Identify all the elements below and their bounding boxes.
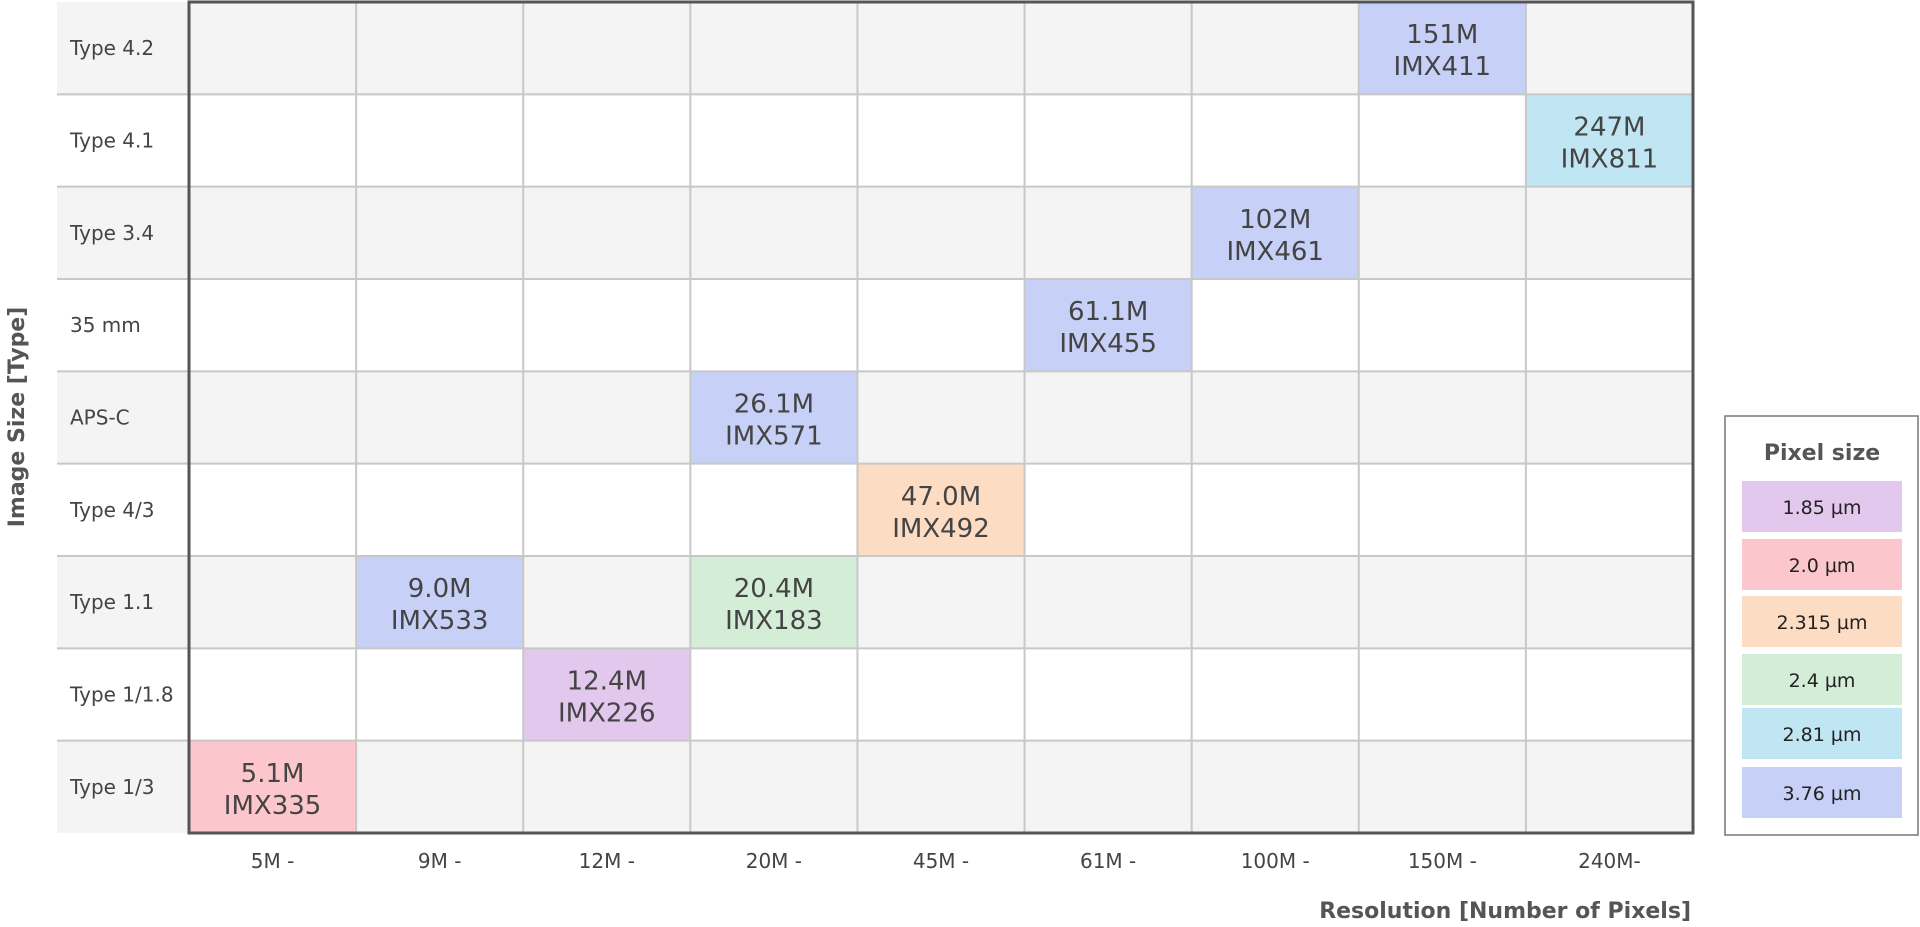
sensor-model-label: IMX811 <box>1561 145 1659 175</box>
sensor-model-label: IMX226 <box>558 699 656 729</box>
row-band <box>57 371 1693 464</box>
sensor-cell <box>1024 279 1192 372</box>
plot-frame <box>187 0 1695 835</box>
y-tick-labels: Type 4.2 Type 4.1 Type 3.4 35 mm APS-C Type 4… <box>69 36 174 799</box>
y-tick-label: Type 4.2 <box>69 36 154 60</box>
legend-swatch <box>1742 767 1902 818</box>
row-band <box>57 279 1693 372</box>
legend-label: 3.76 µm <box>1783 783 1862 805</box>
row-band <box>57 648 1693 741</box>
y-axis-title: Image Size [Type] <box>5 307 30 528</box>
sensor-resolution-label: 247M <box>1573 113 1645 143</box>
y-tick-label: Type 1.1 <box>69 590 154 614</box>
x-tick-label: 20M - <box>746 849 802 873</box>
x-tick-label: 5M - <box>251 849 295 873</box>
x-tick-label: 150M - <box>1408 849 1477 873</box>
sensor-model-label: IMX533 <box>391 606 489 636</box>
legend-swatch <box>1742 481 1902 532</box>
legend-swatch <box>1742 708 1902 759</box>
legend-label: 2.0 µm <box>1789 555 1856 577</box>
sensor-cell <box>857 463 1025 556</box>
sensor-model-label: IMX411 <box>1394 52 1492 82</box>
y-tick-label: APS-C <box>70 406 130 430</box>
x-tick-labels: 5M - 9M - 12M - 20M - 45M - 61M - 100M - 150M -… <box>251 849 1641 873</box>
sensor-model-label: IMX183 <box>725 606 823 636</box>
legend-swatch <box>1742 539 1902 590</box>
legend-title: Pixel size <box>1764 441 1880 466</box>
legend-label: 2.315 µm <box>1776 612 1867 634</box>
legend-swatch <box>1742 596 1902 647</box>
sensor-cell <box>690 556 858 649</box>
x-tick-label: 45M - <box>913 849 969 873</box>
x-tick-label: 9M - <box>418 849 462 873</box>
sensor-model-label: IMX335 <box>224 791 322 821</box>
row-band <box>57 94 1693 187</box>
x-tick-label: 12M - <box>579 849 635 873</box>
legend-label: 2.81 µm <box>1783 724 1862 746</box>
sensor-resolution-label: 20.4M <box>734 574 814 604</box>
sensor-model-label: IMX492 <box>892 514 990 544</box>
sensor-cell <box>356 556 524 649</box>
sensor-resolution-label: 12.4M <box>567 667 647 697</box>
legend-label: 1.85 µm <box>1783 497 1862 519</box>
sensor-model-label: IMX455 <box>1059 329 1157 359</box>
row-band <box>57 186 1693 279</box>
sensor-cell <box>1525 94 1693 187</box>
x-tick-label: 61M - <box>1080 849 1136 873</box>
y-tick-label: 35 mm <box>70 313 141 337</box>
sensor-cell <box>690 371 858 464</box>
sensor-resolution-label: 47.0M <box>901 482 981 512</box>
sensor-cell <box>189 740 357 833</box>
y-tick-label: Type 3.4 <box>69 221 154 245</box>
y-tick-label: Type 4/3 <box>69 498 154 522</box>
sensor-model-label: IMX571 <box>725 422 823 452</box>
row-band <box>57 556 1693 649</box>
grid-lines <box>57 2 1693 833</box>
sensor-cell <box>523 648 691 741</box>
y-tick-label: Type 1/1.8 <box>69 683 174 707</box>
legend-swatch <box>1742 654 1902 705</box>
y-tick-label: Type 1/3 <box>69 775 154 799</box>
sensor-resolution-label: 102M <box>1239 205 1311 235</box>
sensor-resolution-label: 151M <box>1406 20 1478 50</box>
sensor-resolution-label: 26.1M <box>734 390 814 420</box>
legend-label: 2.4 µm <box>1789 670 1856 692</box>
x-axis-title: Resolution [Number of Pixels] <box>1319 899 1691 924</box>
x-tick-label: 100M - <box>1241 849 1310 873</box>
legend: Pixel size 1.85 µm 2.0 µm 2.315 µm 2.4 µm 2.… <box>1724 415 1919 836</box>
sensor-cell <box>1191 186 1359 279</box>
legend-items: 1.85 µm 2.0 µm 2.315 µm 2.4 µm 2.81 µm 3.76 µ… <box>1742 481 1902 818</box>
sensor-resolution-label: 5.1M <box>241 759 305 789</box>
y-tick-label: Type 4.1 <box>69 129 154 153</box>
sensor-resolution-label: 9.0M <box>408 574 472 604</box>
sensor-cell <box>1358 2 1526 95</box>
x-tick-label: 240M- <box>1578 849 1641 873</box>
sensor-model-label: IMX461 <box>1226 237 1324 267</box>
row-bands <box>57 2 1693 833</box>
sensor-resolution-label: 61.1M <box>1068 297 1148 327</box>
